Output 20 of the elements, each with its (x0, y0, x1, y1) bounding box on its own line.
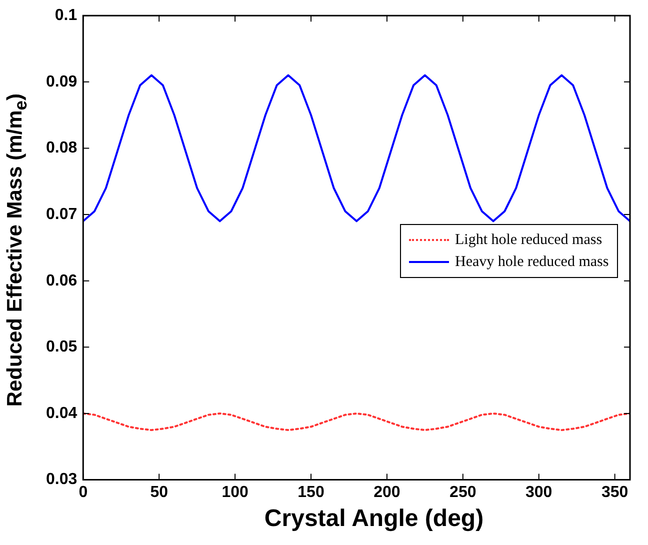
y-tick-label: 0.1 (54, 7, 78, 24)
x-tick-label: 100 (222, 484, 248, 501)
legend-label: Heavy hole reduced mass (455, 253, 609, 272)
x-tick-label: 350 (601, 484, 628, 501)
x-axis-title: Crystal Angle (deg) (263, 505, 485, 533)
x-tick-label: 50 (150, 484, 168, 501)
y-tick-label: 0.09 (46, 73, 78, 90)
y-tick-label: 0.03 (46, 471, 78, 488)
line-series (83, 412, 630, 432)
y-tick-label: 0.04 (46, 404, 78, 422)
y-tick-label: 0.05 (46, 338, 78, 356)
y-tick-label: 0.07 (46, 206, 78, 223)
x-tick-label: 300 (526, 484, 552, 501)
x-tick-label: 150 (298, 484, 324, 501)
legend-label: Light hole reduced mass (455, 231, 602, 250)
x-tick-label: 0 (78, 484, 88, 501)
y-tick-label: 0.06 (46, 272, 78, 290)
y-tick-label: 0.08 (46, 140, 78, 157)
x-tick-label: 250 (450, 484, 476, 501)
x-tick-label: 200 (374, 484, 400, 501)
